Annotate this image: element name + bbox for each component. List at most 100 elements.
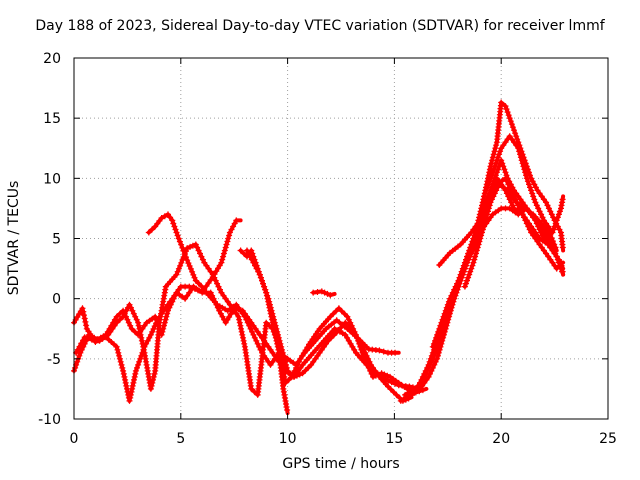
data-point <box>427 355 434 362</box>
data-point <box>559 244 566 251</box>
data-point <box>464 277 470 284</box>
data-point <box>135 322 142 329</box>
data-point <box>550 214 557 221</box>
data-point <box>468 265 475 272</box>
data-point <box>174 232 181 239</box>
data-point <box>520 154 527 161</box>
data-point <box>153 316 160 323</box>
data-point <box>556 208 563 215</box>
data-point <box>489 181 496 188</box>
x-tick-label: 5 <box>176 431 185 447</box>
data-point <box>559 268 566 275</box>
data-point <box>79 305 86 312</box>
data-point <box>149 379 156 386</box>
data-point <box>150 373 157 380</box>
data-point <box>338 308 345 315</box>
data-point <box>387 386 394 393</box>
markers-track-12 <box>436 157 566 275</box>
data-point <box>184 292 191 299</box>
markers-track-3 <box>73 283 420 392</box>
data-point <box>465 274 472 281</box>
data-point <box>293 372 300 379</box>
data-point <box>445 298 452 305</box>
data-point <box>159 328 166 335</box>
data-point <box>555 259 562 266</box>
data-point <box>269 319 276 326</box>
data-point <box>449 289 456 296</box>
data-point <box>285 376 292 383</box>
data-point <box>225 235 232 242</box>
data-point <box>302 367 309 374</box>
data-point <box>134 364 140 371</box>
data-point <box>127 322 134 329</box>
data-point <box>521 157 528 164</box>
data-point <box>393 391 400 398</box>
data-point <box>485 208 491 215</box>
data-point <box>76 352 83 359</box>
data-point <box>481 220 488 227</box>
data-point <box>547 231 554 238</box>
data-point <box>220 250 227 257</box>
data-point <box>479 211 485 218</box>
data-point <box>461 283 468 290</box>
data-point <box>473 250 479 257</box>
data-point <box>85 335 92 342</box>
data-point <box>175 265 182 272</box>
data-point <box>475 241 482 248</box>
data-point <box>161 319 168 326</box>
markers-track-6 <box>244 247 291 413</box>
data-point <box>118 361 125 368</box>
data-point <box>498 99 505 106</box>
data-point <box>190 271 197 278</box>
data-point <box>514 136 521 143</box>
data-point <box>150 326 157 332</box>
data-point <box>120 367 127 374</box>
data-point <box>218 289 225 296</box>
data-point <box>197 250 203 257</box>
data-point <box>527 172 533 179</box>
data-point <box>495 154 501 161</box>
data-point <box>504 109 511 116</box>
data-point <box>437 322 444 329</box>
data-point <box>507 118 514 125</box>
data-point <box>545 253 552 260</box>
data-point <box>283 364 290 371</box>
data-point <box>555 211 562 218</box>
data-point <box>428 352 435 359</box>
markers-track-14 <box>461 181 559 290</box>
data-point <box>522 160 529 167</box>
data-point <box>321 289 328 296</box>
data-point <box>174 268 181 275</box>
data-point <box>191 274 198 281</box>
data-point <box>488 160 495 167</box>
data-point <box>274 340 281 347</box>
data-point <box>438 319 445 326</box>
data-point <box>178 259 185 266</box>
x-tick-label: 0 <box>70 431 79 447</box>
data-point <box>489 157 496 164</box>
x-tick-label: 15 <box>385 431 403 447</box>
data-point <box>262 286 269 293</box>
data-point <box>493 142 500 149</box>
data-point <box>524 166 531 173</box>
data-point <box>327 292 334 299</box>
data-point <box>250 322 257 329</box>
data-point <box>185 260 192 267</box>
data-point <box>140 346 147 353</box>
data-point <box>486 169 493 176</box>
data-point <box>184 257 191 264</box>
data-point <box>284 367 291 374</box>
data-point <box>506 178 513 185</box>
data-point <box>529 190 536 197</box>
data-point <box>523 217 530 224</box>
data-point <box>160 325 167 332</box>
data-point <box>526 181 532 188</box>
data-point <box>551 241 558 248</box>
ticks <box>73 57 609 420</box>
data-point <box>162 316 169 323</box>
data-point <box>80 308 87 315</box>
data-point <box>559 196 566 203</box>
data-point <box>463 280 469 287</box>
data-point <box>116 355 123 362</box>
y-tick-label: 15 <box>43 111 61 127</box>
